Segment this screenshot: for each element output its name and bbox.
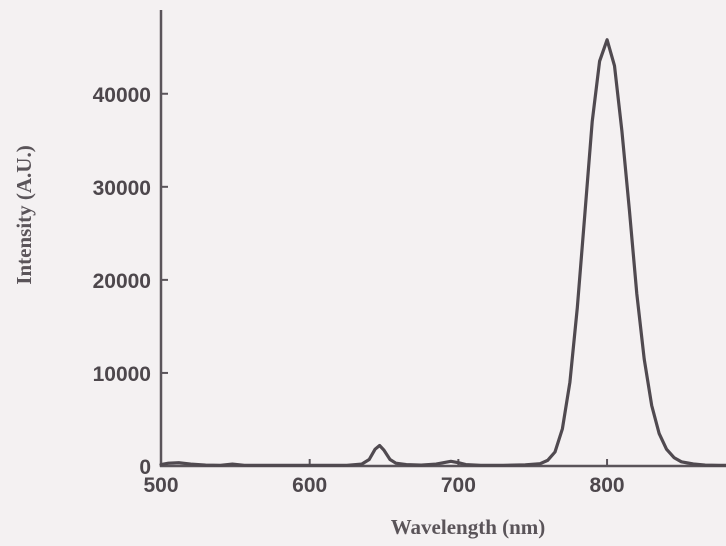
data-point [160, 464, 162, 466]
data-point [294, 464, 296, 466]
data-point [480, 464, 482, 466]
data-point [539, 463, 541, 465]
data-point [524, 464, 526, 466]
series-layer [159, 38, 726, 467]
y-tick-label: 0 [139, 456, 151, 479]
data-point [361, 463, 363, 465]
data-point [178, 462, 180, 464]
data-point [167, 462, 169, 464]
x-tick-label: 800 [590, 474, 625, 497]
data-point [324, 464, 326, 466]
x-axis-label: Wavelength (nm) [391, 515, 546, 539]
data-point [665, 448, 668, 450]
data-point [435, 463, 437, 465]
data-point [450, 460, 452, 462]
data-point [231, 463, 233, 465]
data-point [457, 462, 459, 464]
y-tick-label: 40000 [93, 84, 151, 107]
data-point [673, 457, 675, 459]
x-tick-label: 700 [441, 474, 476, 497]
data-point [680, 461, 683, 463]
data-point [205, 464, 207, 466]
data-point [368, 458, 370, 461]
data-point [395, 462, 397, 464]
data-point [584, 214, 586, 216]
data-point [576, 307, 578, 309]
data-point [219, 464, 222, 466]
data-point [658, 432, 660, 434]
data-point [569, 381, 571, 383]
data-point [442, 462, 445, 464]
x-tick-label: 600 [292, 474, 327, 497]
data-point [643, 358, 645, 360]
data-point [718, 464, 720, 466]
data-point [243, 464, 245, 466]
y-tick-label: 10000 [93, 363, 151, 386]
data-point [636, 293, 638, 295]
y-tick-label: 30000 [93, 177, 151, 200]
data-point [692, 463, 694, 465]
data-point [190, 463, 192, 465]
data-point [420, 464, 422, 466]
data-point [599, 60, 601, 62]
data-point [346, 464, 348, 466]
x-tick-label: 500 [143, 474, 178, 497]
data-point [651, 404, 653, 407]
data-point [405, 464, 407, 466]
data-point [502, 464, 504, 466]
data-point [547, 459, 549, 461]
data-point [613, 65, 616, 67]
data-point [591, 121, 593, 123]
data-point [379, 444, 381, 447]
data-point [383, 449, 385, 451]
data-point [561, 428, 564, 430]
y-tick-label: 20000 [93, 270, 151, 293]
series-line-1 [159, 38, 726, 467]
data-point [374, 448, 376, 450]
data-point [264, 464, 266, 466]
ticks: 500 600 700 800 0 10000 20000 30000 40000 [93, 84, 625, 497]
data-point [389, 458, 391, 461]
data-point [704, 464, 706, 466]
data-point [628, 209, 631, 211]
axes [159, 10, 726, 468]
data-point [465, 464, 467, 466]
data-point [621, 130, 623, 132]
data-point [554, 451, 556, 453]
y-axis-label: Intensity (A.U.) [12, 145, 36, 284]
data-point [606, 39, 608, 41]
